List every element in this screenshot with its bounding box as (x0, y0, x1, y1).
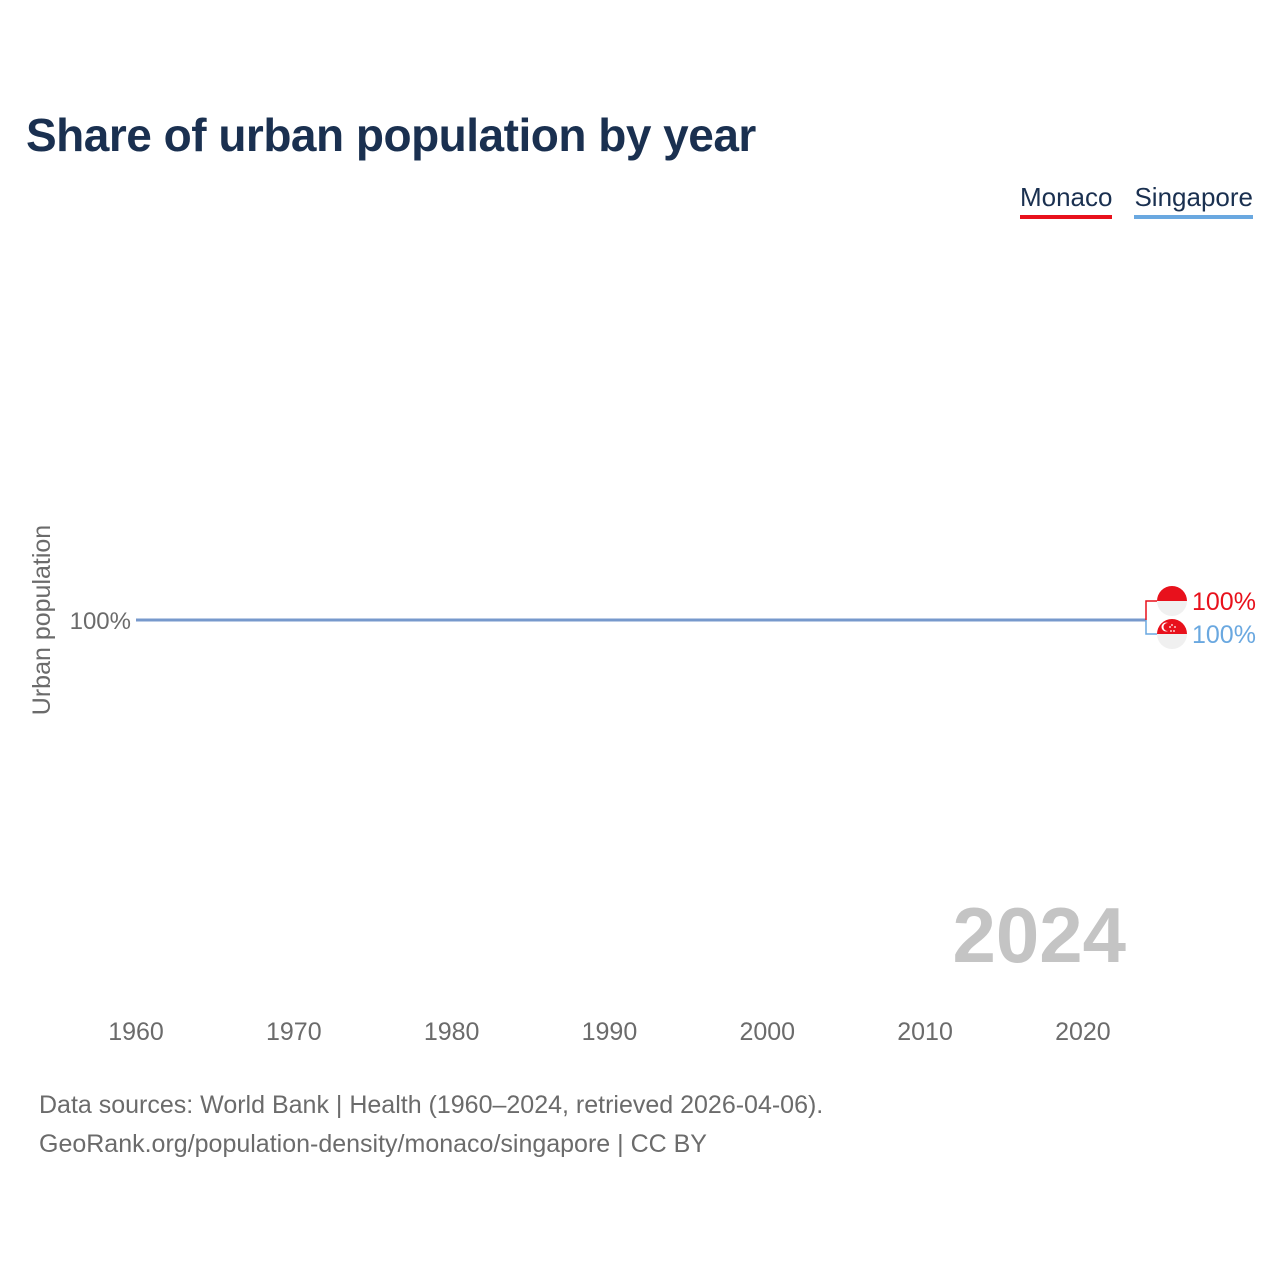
y-tick-label: 100% (70, 608, 131, 635)
y-axis: 100% (70, 608, 131, 635)
end-label-monaco: 100% (1192, 588, 1256, 616)
x-tick-label: 2020 (1055, 1018, 1111, 1046)
singapore-flag-icon (1157, 619, 1187, 649)
x-tick-label: 1980 (424, 1018, 480, 1046)
line-chart: Urban population 2024 1960 1970 1980 1990 20… (28, 525, 1256, 1046)
x-axis: 1960 1970 1980 1990 2000 2010 2020 (108, 1018, 1111, 1046)
chart-title: Share of urban population by year (26, 109, 756, 161)
connector-singapore (1145, 620, 1157, 635)
y-axis-label: Urban population (28, 525, 56, 715)
data-sources: Data sources: World Bank | Health (1960–… (39, 1091, 824, 1119)
x-tick-label: 1960 (108, 1018, 164, 1046)
x-tick-label: 2010 (897, 1018, 953, 1046)
end-label-singapore: 100% (1192, 621, 1256, 649)
legend: Monaco Singapore (1019, 182, 1253, 219)
connector-monaco (1145, 600, 1157, 620)
x-tick-label: 1970 (266, 1018, 322, 1046)
legend-item-monaco[interactable]: Monaco (1019, 182, 1113, 219)
footer: Data sources: World Bank | Health (1960–… (39, 1086, 823, 1164)
end-markers: 100% 100% (1145, 586, 1256, 649)
monaco-flag-icon (1157, 586, 1187, 616)
x-tick-label: 2000 (739, 1018, 795, 1046)
year-watermark: 2024 (952, 891, 1126, 979)
x-tick-label: 1990 (582, 1018, 638, 1046)
attribution: GeoRank.org/population-density/monaco/si… (39, 1130, 707, 1158)
legend-item-singapore[interactable]: Singapore (1134, 182, 1253, 219)
